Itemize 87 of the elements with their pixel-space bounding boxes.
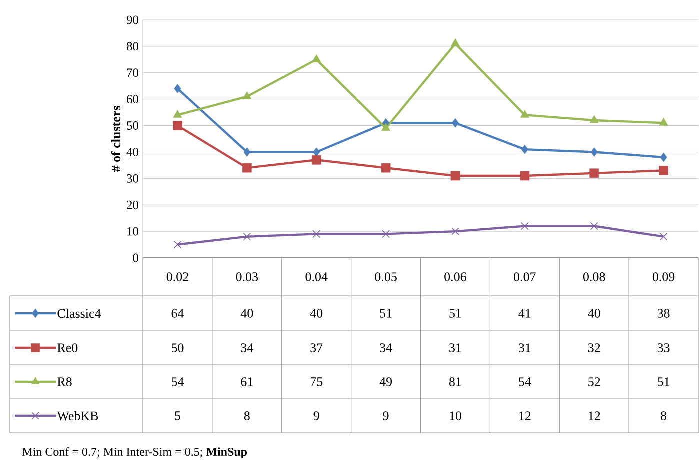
data-label: 8 (244, 412, 250, 420)
y-tick-label: 30 (127, 174, 139, 183)
data-label: 34 (380, 344, 392, 352)
data-label: 49 (380, 378, 392, 386)
legend-label: Re0 (58, 344, 78, 352)
point (313, 148, 320, 157)
legend-label: WebKB (57, 411, 98, 421)
y-tick-label: 40 (126, 148, 139, 156)
point (381, 163, 391, 173)
x-tick-label: 0.05 (375, 272, 397, 282)
y-tick-label: 80 (126, 42, 139, 51)
point (243, 232, 252, 241)
text: Min Conf = 0.7; Min Inter-Sim = 0.5; MinSup (22, 447, 248, 458)
data-label: 12 (520, 412, 531, 420)
y-tick-label: 10 (128, 227, 139, 236)
point (659, 166, 668, 176)
point (173, 121, 182, 130)
y-tick-label: 20 (127, 200, 139, 210)
y-axis-title: # of clusters (111, 106, 121, 172)
data-label: 9 (314, 412, 320, 420)
point (312, 54, 322, 62)
point (312, 156, 322, 165)
x-tick-label: 0.09 (652, 272, 675, 282)
data-label: 51 (658, 378, 670, 386)
x-tick-label: 0.06 (444, 272, 466, 282)
data-label: 5 (175, 412, 180, 420)
data-label: 75 (310, 378, 323, 386)
point (242, 92, 252, 100)
data-label: 31 (450, 344, 462, 352)
point (312, 230, 321, 238)
x-tick-label: 0.02 (166, 272, 188, 282)
data-label: 33 (658, 344, 670, 352)
x-tick-label: 0.03 (236, 272, 258, 282)
point (520, 171, 530, 181)
point (244, 148, 251, 157)
data-label: 81 (449, 378, 462, 386)
x-tick-label: 0.07 (514, 272, 536, 282)
y-tick-label: 70 (127, 68, 139, 78)
point (521, 144, 528, 154)
point (660, 152, 668, 162)
data-label: 50 (172, 344, 184, 352)
point (452, 228, 460, 236)
data-label: 38 (658, 309, 670, 318)
data-label: 31 (519, 344, 531, 352)
data-label: 8 (661, 412, 667, 420)
point (382, 230, 390, 238)
point (520, 222, 529, 230)
x-tick-label: 0.08 (583, 272, 606, 282)
data-label: 64 (172, 309, 184, 318)
data-label: 51 (450, 309, 462, 318)
point (520, 110, 530, 118)
point (590, 222, 598, 230)
point (174, 84, 182, 94)
y-tick-label: 50 (127, 122, 139, 130)
data-label: 40 (240, 309, 254, 318)
legend-label: Classic4 (58, 308, 102, 318)
data-label: 52 (588, 378, 600, 386)
data-label: 40 (588, 309, 600, 318)
data-label: 54 (172, 378, 184, 386)
point (660, 232, 668, 241)
y-tick-label: 0 (133, 254, 139, 262)
point (242, 163, 252, 173)
point (590, 168, 599, 178)
point (452, 118, 459, 128)
point (590, 115, 599, 124)
data-label: 32 (588, 344, 600, 352)
point (174, 240, 182, 249)
data-label: 61 (241, 378, 253, 386)
data-label: 37 (310, 344, 323, 352)
point (450, 38, 460, 46)
data-label: 54 (519, 378, 532, 386)
data-label: 40 (310, 309, 323, 318)
point (382, 123, 391, 132)
y-tick-label: 90 (126, 16, 139, 24)
data-label: 41 (518, 309, 531, 318)
point (659, 118, 668, 126)
data-label: 10 (450, 412, 462, 420)
data-label: 9 (383, 412, 389, 420)
point (173, 110, 182, 118)
y-tick-label: 60 (127, 95, 139, 104)
data-label: 12 (588, 412, 600, 420)
x-tick-label: 0.04 (306, 272, 328, 282)
data-label: 51 (380, 309, 392, 318)
point (590, 148, 598, 157)
data-label: 34 (241, 344, 254, 352)
point (450, 171, 460, 181)
legend-label: R8 (58, 378, 72, 386)
